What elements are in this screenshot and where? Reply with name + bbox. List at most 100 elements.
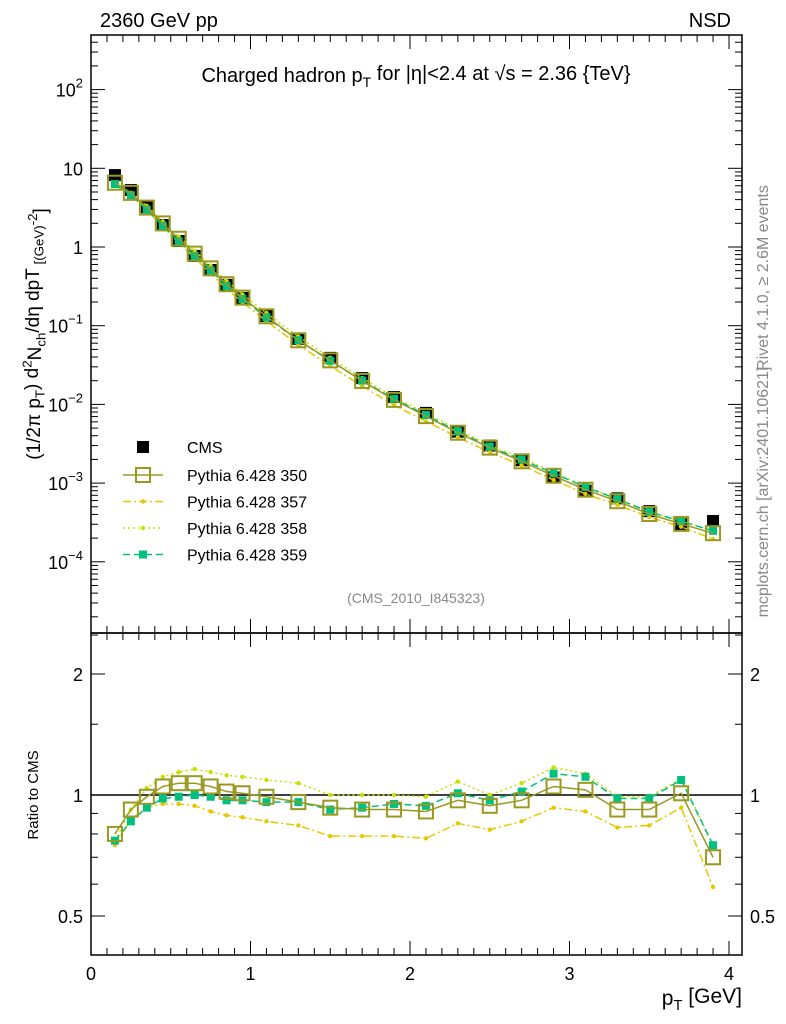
ratio-y-tick-label: 2 xyxy=(73,665,83,685)
series-358-ratio-point xyxy=(359,792,365,798)
series-359-ratio-point xyxy=(190,791,199,799)
legend-marker xyxy=(135,467,151,483)
series-359-main-point xyxy=(517,455,526,464)
x-axis-label-part: T xyxy=(673,998,682,1014)
series-357-ratio-point xyxy=(423,836,429,841)
series-359-ratio-point xyxy=(613,794,622,803)
x-tick-label: 3 xyxy=(564,964,574,984)
series-359-ratio-point xyxy=(645,794,654,803)
legend-label: Pythia 6.428 357 xyxy=(187,495,307,512)
x-axis-label-part: p xyxy=(662,987,674,1010)
analysis-label: (CMS_2010_I845323) xyxy=(347,590,485,606)
series-350-main-point xyxy=(154,215,171,232)
y-tick-label: 102 xyxy=(56,76,83,101)
series-359-ratio-point xyxy=(517,787,526,796)
series-350-ratio-point xyxy=(290,794,307,811)
y-tick-mantissa: 10 xyxy=(48,317,68,337)
series-359-main-point xyxy=(485,442,494,451)
series-359-ratio-point xyxy=(390,799,399,808)
series-350-ratio-point xyxy=(513,792,530,809)
y-axis-label: (1/2π pT) d2Nch/dη dpT [(GeV)-2] xyxy=(19,208,51,460)
ratio-y-tick-label-right: 2 xyxy=(750,665,760,685)
legend-cms-label: CMS xyxy=(187,440,223,457)
series-350-main-point xyxy=(545,467,562,484)
series-359-main-point xyxy=(581,483,590,492)
y-tick-label: 10 xyxy=(63,159,83,179)
y-axis-label-part: N xyxy=(25,347,46,361)
series-350-main-point xyxy=(609,493,626,510)
series-350-ratio-point xyxy=(386,801,403,818)
series-350-main-line xyxy=(114,182,714,534)
chart-title: Charged hadron pT for |η|<2.4 at √s = 2.… xyxy=(201,63,630,90)
y-tick-mantissa: 10 xyxy=(48,553,68,573)
series-359-ratio-point xyxy=(358,803,367,812)
series-359-main-point xyxy=(709,526,718,535)
y-tick-label: 10−2 xyxy=(48,390,83,415)
series-357-ratio-point xyxy=(551,805,556,810)
series-350-ratio-point xyxy=(609,801,626,818)
series-350-main-point xyxy=(322,352,339,369)
chart-title-part: Charged hadron p xyxy=(201,65,362,87)
legend-marker xyxy=(140,525,146,531)
series-357-ratio-point xyxy=(455,821,461,826)
series-359-main-point xyxy=(142,205,151,214)
series-350-ratio-point xyxy=(449,792,466,809)
series-359-main-point xyxy=(549,469,558,478)
header-left: 2360 GeV pp xyxy=(100,10,218,32)
y-axis-label-part: (1/2π p xyxy=(24,398,45,460)
series-358-ratio-point xyxy=(391,792,397,798)
series-350-main-point xyxy=(673,515,690,532)
series-357-ratio-line xyxy=(114,803,714,888)
series-359-ratio-point xyxy=(158,794,167,803)
y-axis-label-part: 2 xyxy=(19,360,34,367)
y-axis-label-part: T xyxy=(23,268,44,280)
y-tick-exponent: −2 xyxy=(68,390,83,405)
series-350-ratio-point xyxy=(154,778,171,795)
ratio-y-tick-label: 0.5 xyxy=(58,907,83,927)
series-357-ratio-point xyxy=(240,815,245,820)
series-350-main-point xyxy=(354,372,371,389)
rivet-version-label: Rivet 4.1.0, ≥ 2.6M events xyxy=(755,185,772,371)
series-357-main-point xyxy=(583,491,588,497)
series-359-ratio-point xyxy=(677,775,686,784)
series-350-ratio-point xyxy=(641,801,658,818)
series-357-ratio-point xyxy=(583,809,588,814)
y-tick-mantissa: 1 xyxy=(73,238,83,258)
ratio-y-tick-label-right: 1 xyxy=(750,786,760,806)
series-358-ratio-point xyxy=(487,792,492,798)
series-359-main-point xyxy=(645,507,654,516)
series-358-ratio-point xyxy=(423,794,429,799)
y-tick-label: 1 xyxy=(73,238,83,258)
series-350-ratio-point xyxy=(234,785,251,802)
series-359-main-point xyxy=(421,411,430,420)
y-axis-label-part: [(GeV) xyxy=(32,225,47,268)
series-350-main-point xyxy=(705,525,722,542)
series-359-main-point xyxy=(677,517,686,526)
ratio-y-tick-label: 1 xyxy=(73,786,83,806)
series-358-ratio-point xyxy=(328,792,333,798)
legend-marker xyxy=(140,499,146,504)
mcplots-label: mcplots.cern.ch [arXiv:2401.10621] xyxy=(755,367,772,618)
series-357-ratio-point xyxy=(296,823,301,828)
series-358-ratio-point xyxy=(160,774,165,779)
series-357-main-point xyxy=(647,514,652,520)
series-357-ratio-point xyxy=(359,833,365,839)
series-358-ratio-point xyxy=(240,774,245,779)
series-357-ratio-point xyxy=(160,801,165,807)
series-357-ratio-point xyxy=(176,801,181,807)
y-axis-label-part: -2 xyxy=(25,213,40,225)
series-358-ratio-point xyxy=(551,765,556,770)
series-357-main-point xyxy=(551,477,556,483)
series-350-main-point xyxy=(513,453,530,470)
series-350-main-point xyxy=(122,184,139,201)
x-axis-label-part: [GeV] xyxy=(682,985,742,1008)
series-357-ratio-point xyxy=(328,833,333,839)
series-359-ratio-point xyxy=(421,801,430,810)
series-350-ratio-line xyxy=(114,782,714,858)
series-350-ratio-point xyxy=(705,849,722,866)
x-tick-label: 1 xyxy=(245,964,255,984)
series-359-main-point xyxy=(126,191,135,200)
series-350-ratio-point xyxy=(202,778,219,795)
series-350-ratio-point xyxy=(138,788,155,805)
series-357-ratio-point xyxy=(224,813,229,818)
